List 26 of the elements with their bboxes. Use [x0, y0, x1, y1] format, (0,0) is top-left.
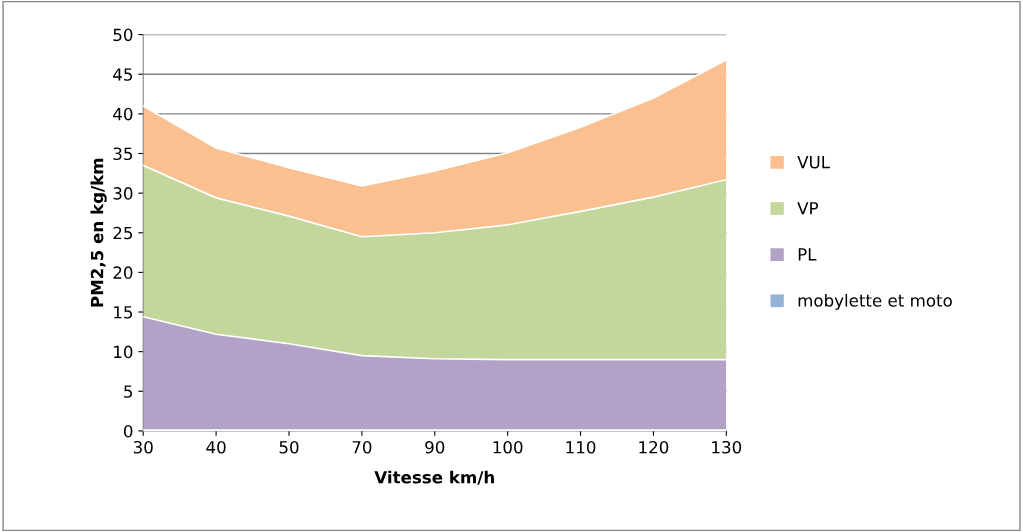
y-tick-label: 0: [123, 424, 133, 438]
x-tick-label: 120: [639, 440, 669, 454]
y-tick-label: 10: [114, 345, 133, 359]
y-tick-label: 30: [113, 187, 133, 200]
x-tick-label: 40: [206, 440, 226, 454]
y-tick-label: 5: [124, 385, 133, 398]
y-tick-label: 25: [113, 226, 133, 240]
x-tick-label: 100: [493, 440, 523, 454]
y-tick-label: 20: [113, 266, 133, 279]
y-tick-label: 15: [114, 306, 133, 319]
x-axis-title: Vitesse km/h: [374, 470, 494, 485]
y-tick-label: 45: [113, 68, 133, 81]
x-tick-label: 90: [425, 440, 445, 454]
x-tick-label: 50: [279, 440, 299, 454]
legend-label: VUL: [797, 156, 830, 169]
y-tick-label: 35: [113, 147, 133, 161]
x-tick-label: 70: [352, 440, 372, 454]
x-tick-label: 110: [566, 440, 596, 454]
legend-label: PL: [798, 248, 817, 261]
y-tick-label: 50: [113, 28, 133, 42]
y-axis-title: PM2,5 en kg/km: [90, 158, 107, 307]
x-tick-label: 130: [712, 440, 742, 454]
legend-label: mobylette et moto: [798, 293, 952, 311]
x-tick-label: 30: [133, 440, 153, 454]
y-tick-label: 40: [113, 107, 133, 121]
legend-label: VP: [797, 202, 819, 215]
